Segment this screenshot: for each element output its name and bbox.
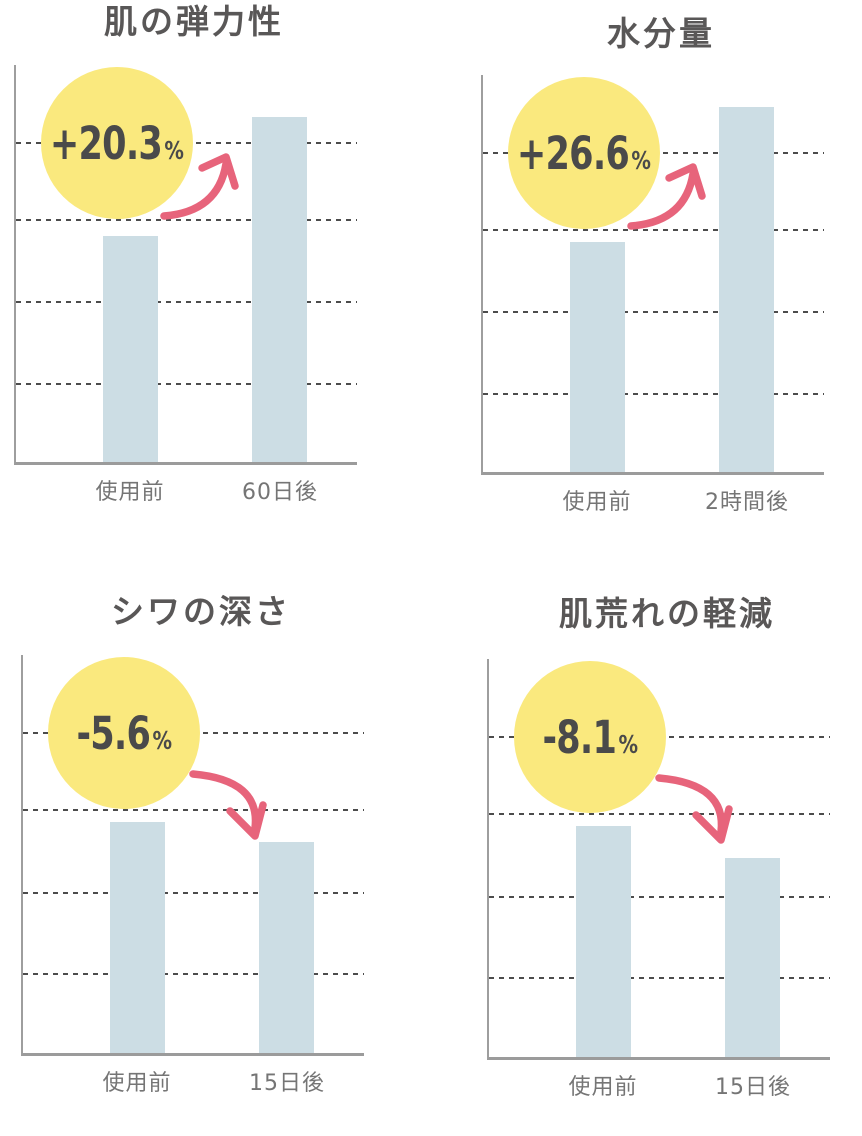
percent-badge: -8.1 % — [514, 661, 666, 813]
gridline — [489, 977, 830, 980]
gridline — [16, 219, 357, 222]
badge-unit: % — [152, 725, 172, 755]
chart-title: シワの深さ — [111, 592, 291, 631]
percent-badge: +20.3 % — [41, 67, 193, 219]
bar-before — [103, 235, 158, 462]
category-label-after: 15日後 — [249, 1071, 325, 1096]
category-label-after: 60日後 — [242, 480, 318, 505]
bar-after — [719, 106, 774, 472]
bar-before — [570, 241, 625, 472]
badge-value: +26.6 — [517, 126, 630, 180]
chart-title: 水分量 — [607, 14, 715, 53]
bar-after — [259, 842, 314, 1053]
trend-arrow-up-icon — [627, 163, 706, 230]
badge-unit: % — [618, 729, 638, 759]
gridline — [483, 311, 824, 314]
gridline — [16, 301, 357, 304]
gridline — [483, 229, 824, 232]
category-label-before: 使用前 — [568, 1075, 638, 1100]
category-label-before: 使用前 — [102, 1071, 172, 1096]
gridline — [23, 809, 364, 812]
category-label-before: 使用前 — [562, 490, 632, 515]
bar-after — [252, 116, 307, 462]
percent-badge: -5.6 % — [48, 657, 200, 809]
bar-before — [110, 822, 165, 1053]
chart-title: 肌の弾力性 — [104, 2, 284, 41]
plot-area: +26.6 % 使用前 2時間後 — [481, 75, 824, 515]
gridline — [23, 973, 364, 976]
plot-area: +20.3 % 使用前 60日後 — [14, 65, 357, 505]
badge-unit: % — [164, 135, 185, 165]
badge-value: -5.6 — [76, 706, 150, 760]
trend-arrow-down-icon — [655, 774, 733, 844]
trend-arrow-up-icon — [160, 153, 239, 220]
gridline — [16, 382, 357, 385]
chart-panel-wrinkle-depth: シワの深さ -5.6 % 使用前 15日後 — [0, 588, 431, 1136]
category-label-after: 15日後 — [715, 1075, 791, 1100]
badge-value: -8.1 — [542, 710, 616, 764]
badge-text: -8.1 % — [542, 711, 638, 764]
chart-title: 肌荒れの軽減 — [559, 594, 775, 633]
bar-after — [725, 858, 780, 1057]
gridline — [483, 392, 824, 395]
chart-panel-moisture: 水分量 +26.6 % 使用前 2時間後 — [431, 0, 862, 548]
bar-before — [576, 826, 631, 1057]
plot-area: -5.6 % 使用前 15日後 — [21, 655, 364, 1096]
trend-arrow-down-icon — [189, 770, 267, 840]
badge-text: +20.3 % — [50, 117, 184, 170]
category-label-after: 2時間後 — [705, 490, 789, 515]
chart-panel-skin-roughness: 肌荒れの軽減 -8.1 % 使用前 15日後 — [431, 588, 862, 1136]
chart-panel-skin-elasticity: 肌の弾力性 +20.3 % 使用前 60日後 — [0, 0, 431, 548]
gridline — [489, 895, 830, 898]
gridline — [23, 891, 364, 894]
badge-text: +26.6 % — [517, 127, 651, 180]
plot-area: -8.1 % 使用前 15日後 — [487, 659, 830, 1100]
category-label-before: 使用前 — [95, 480, 165, 505]
gridline — [489, 813, 830, 816]
percent-badge: +26.6 % — [508, 77, 660, 229]
badge-text: -5.6 % — [76, 707, 172, 760]
badge-unit: % — [631, 145, 652, 175]
badge-value: +20.3 — [50, 116, 163, 170]
